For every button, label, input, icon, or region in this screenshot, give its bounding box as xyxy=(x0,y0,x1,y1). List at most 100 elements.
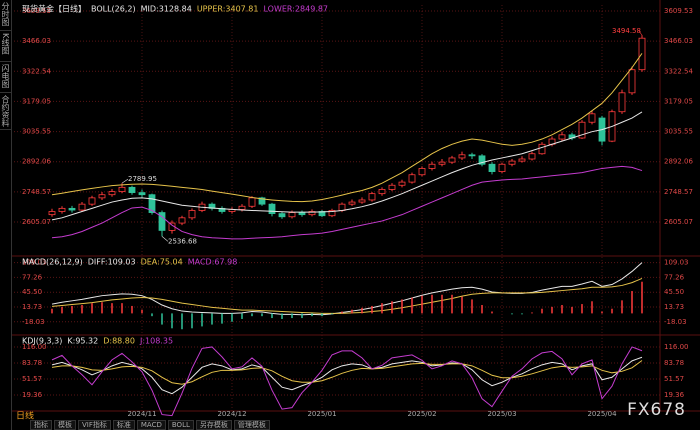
candle-body xyxy=(508,160,516,165)
annotation-label: 2536.68 xyxy=(168,237,197,245)
candle-body xyxy=(98,194,106,199)
toolbar-tab[interactable]: MACD xyxy=(136,420,166,430)
toolbar-tab[interactable]: 管理模板 xyxy=(233,420,270,430)
toolbar-tab[interactable]: 指标 xyxy=(30,420,52,430)
legend-item: LOWER:2849.87 xyxy=(263,5,328,14)
y-tick-label: 109.03 xyxy=(664,259,689,267)
candle-body xyxy=(438,161,446,165)
toolbar-tab[interactable]: 另存模板 xyxy=(195,420,232,430)
annotation-label: 3494.58 xyxy=(612,27,641,35)
toolbar: 指标 模板 VIF指标 标准 MACD BOLL 另存模板 管理模板 xyxy=(30,420,270,430)
candle-body xyxy=(618,92,626,113)
y-tick-label: 2892.06 xyxy=(22,158,51,166)
candle-body xyxy=(428,163,436,169)
candle-body xyxy=(248,197,256,207)
indicator-line xyxy=(51,111,643,221)
sidebar-tab[interactable]: 合约资料 xyxy=(0,93,11,130)
candle-body xyxy=(418,168,426,176)
y-tick-label: -18.03 xyxy=(22,318,45,326)
legend-item: MID:3128.84 xyxy=(141,5,192,14)
legend-item: UPPER:3407.81 xyxy=(197,5,259,14)
sidebar-tab[interactable]: K线图 xyxy=(0,31,11,62)
candle-body xyxy=(368,193,376,201)
y-tick-label: 109.03 xyxy=(22,259,47,267)
candle-body xyxy=(488,163,496,172)
y-tick-label: 2892.06 xyxy=(664,158,693,166)
y-tick-label: -18.03 xyxy=(664,318,687,326)
y-tick-label: 83.78 xyxy=(22,359,42,367)
candle-body xyxy=(378,189,386,195)
y-tick-label: 2748.57 xyxy=(664,188,693,196)
candle-body xyxy=(588,113,596,123)
candle-body xyxy=(158,212,166,231)
y-tick-label: 3609.53 xyxy=(664,7,693,15)
annotation-leader xyxy=(121,178,129,184)
annotation-label: 2789.95 xyxy=(128,175,157,183)
y-tick-label: 19.36 xyxy=(664,391,685,399)
candle-body xyxy=(178,217,186,224)
y-tick-label: 3466.03 xyxy=(664,37,693,45)
y-tick-label: 2748.57 xyxy=(22,188,51,196)
candle-body xyxy=(278,213,286,218)
legend-item: J:108.35 xyxy=(139,337,173,346)
watermark: FX678 xyxy=(627,400,686,420)
candle-body xyxy=(478,155,486,165)
x-tick-label: 2025/01 xyxy=(307,410,336,418)
period-label[interactable]: 日线 xyxy=(16,410,34,422)
candle-body xyxy=(338,203,346,211)
x-tick-label: 2025/02 xyxy=(407,410,436,418)
y-tick-label: 3179.05 xyxy=(22,97,51,105)
indicator-line xyxy=(51,165,643,240)
toolbar-tab[interactable]: 标准 xyxy=(112,420,135,430)
y-tick-label: 13.73 xyxy=(22,303,42,311)
annotation-leader xyxy=(638,30,643,36)
candle-body xyxy=(298,212,306,216)
candle-body xyxy=(148,194,156,213)
legend-item: 现货黄金【日线】 xyxy=(22,4,86,14)
indicator-line xyxy=(51,277,643,314)
candle-body xyxy=(468,154,476,157)
legend-item: D:88.80 xyxy=(103,337,135,346)
toolbar-tab[interactable]: BOLL xyxy=(167,420,194,430)
candle-body xyxy=(528,153,536,160)
candle-body xyxy=(138,192,146,196)
candle-body xyxy=(388,184,396,190)
candle-body xyxy=(268,203,276,215)
y-tick-label: 77.26 xyxy=(22,273,43,281)
y-tick-label: 13.73 xyxy=(664,303,684,311)
sidebar-tab[interactable]: 闪电图 xyxy=(0,62,11,93)
candle-body xyxy=(188,210,196,219)
y-tick-label: 83.78 xyxy=(664,359,684,367)
legend-item: MACD:67.98 xyxy=(188,258,238,267)
candle-body xyxy=(448,157,456,163)
candle-body xyxy=(118,186,126,192)
y-tick-label: 45.50 xyxy=(664,288,684,296)
candle-body xyxy=(578,121,586,139)
legend-item: MACD(26,12,9) xyxy=(22,258,83,267)
indicator-line xyxy=(51,262,643,316)
candle-body xyxy=(558,134,566,140)
legend-item: K:95.32 xyxy=(67,337,98,346)
candle-body xyxy=(398,181,406,186)
y-tick-label: 19.36 xyxy=(22,391,43,399)
candle-body xyxy=(48,211,56,216)
candle-body xyxy=(258,197,266,205)
candle-body xyxy=(348,201,356,205)
indicator-line xyxy=(51,356,643,395)
y-tick-label: 3179.05 xyxy=(664,97,693,105)
candle-body xyxy=(408,174,416,183)
indicator-line xyxy=(51,360,643,385)
candle-body xyxy=(498,163,506,172)
toolbar-tab[interactable]: 模板 xyxy=(54,420,76,430)
candle-body xyxy=(358,199,366,203)
toolbar-tab[interactable]: VIF指标 xyxy=(78,420,111,430)
y-tick-label: 3035.55 xyxy=(22,128,51,136)
candle-body xyxy=(538,143,546,155)
indicator-line xyxy=(51,346,643,417)
indicator-line xyxy=(51,53,643,203)
sidebar-tab[interactable]: 分时图 xyxy=(0,0,11,31)
y-tick-label: 3035.55 xyxy=(664,128,693,136)
legend-item: KDJ(9,3,3) xyxy=(22,337,62,346)
